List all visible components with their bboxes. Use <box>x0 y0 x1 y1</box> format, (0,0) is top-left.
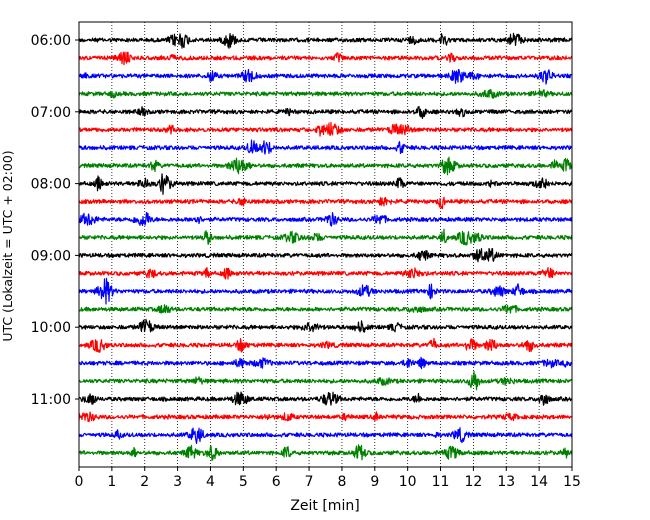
y-axis-label: UTC (Lokalzeit = UTC + 02:00) <box>0 150 15 341</box>
plot-frame <box>78 21 573 468</box>
x-tick-label: 2 <box>140 474 149 490</box>
trace-row-0 <box>78 32 573 49</box>
y-tick-label: 10:00 <box>31 320 71 336</box>
trace-row-3 <box>78 88 573 99</box>
x-tick-label: 14 <box>530 474 548 490</box>
x-tick-label: 11 <box>432 474 450 490</box>
x-axis-label: Zeit [min] <box>290 498 359 514</box>
trace-row-1 <box>78 51 573 66</box>
trace-row-10 <box>78 211 573 227</box>
trace-row-15 <box>78 304 573 314</box>
trace-row-19 <box>78 370 573 391</box>
x-tick-label: 4 <box>206 474 215 490</box>
x-tick-label: 3 <box>173 474 182 490</box>
x-tick-label: 13 <box>497 474 515 490</box>
trace-row-12 <box>78 247 573 263</box>
x-tick-label: 1 <box>107 474 116 490</box>
x-tick-label: 0 <box>75 474 84 490</box>
y-tick-label: 07:00 <box>31 105 71 121</box>
seismic-traces <box>78 32 573 462</box>
y-axis-ticks: 06:00 07:00 08:00 09:00 10:00 11:00 <box>31 33 79 408</box>
x-tick-label: 10 <box>399 474 417 490</box>
trace-row-17 <box>78 337 573 353</box>
trace-row-9 <box>78 196 573 210</box>
x-tick-label: 6 <box>272 474 281 490</box>
x-tick-label: 9 <box>370 474 379 490</box>
y-tick-label: 11:00 <box>31 392 71 408</box>
trace-row-11 <box>78 228 573 246</box>
trace-row-6 <box>78 139 573 155</box>
trace-row-21 <box>78 411 573 423</box>
trace-row-16 <box>78 318 573 333</box>
y-tick-label: 06:00 <box>31 33 71 49</box>
trace-row-23 <box>78 444 573 462</box>
x-axis-ticks: 0 1 2 3 4 5 6 7 8 9 10 11 12 13 14 15 <box>75 467 581 490</box>
trace-row-5 <box>78 121 573 137</box>
trace-row-7 <box>78 156 573 176</box>
x-tick-label: 7 <box>305 474 314 490</box>
trace-row-13 <box>78 266 573 280</box>
trace-row-14 <box>78 277 573 305</box>
trace-row-4 <box>78 105 573 119</box>
x-tick-label: 15 <box>563 474 581 490</box>
trace-row-20 <box>78 391 573 406</box>
x-tick-label: 8 <box>337 474 346 490</box>
x-tick-label: 5 <box>239 474 248 490</box>
trace-row-18 <box>78 356 573 370</box>
y-tick-label: 08:00 <box>31 177 71 193</box>
x-tick-label: 12 <box>464 474 482 490</box>
vertical-gridlines <box>111 22 540 467</box>
trace-row-8 <box>78 173 573 195</box>
trace-row-22 <box>78 427 573 445</box>
trace-row-2 <box>78 68 573 85</box>
y-tick-label: 09:00 <box>31 248 71 264</box>
